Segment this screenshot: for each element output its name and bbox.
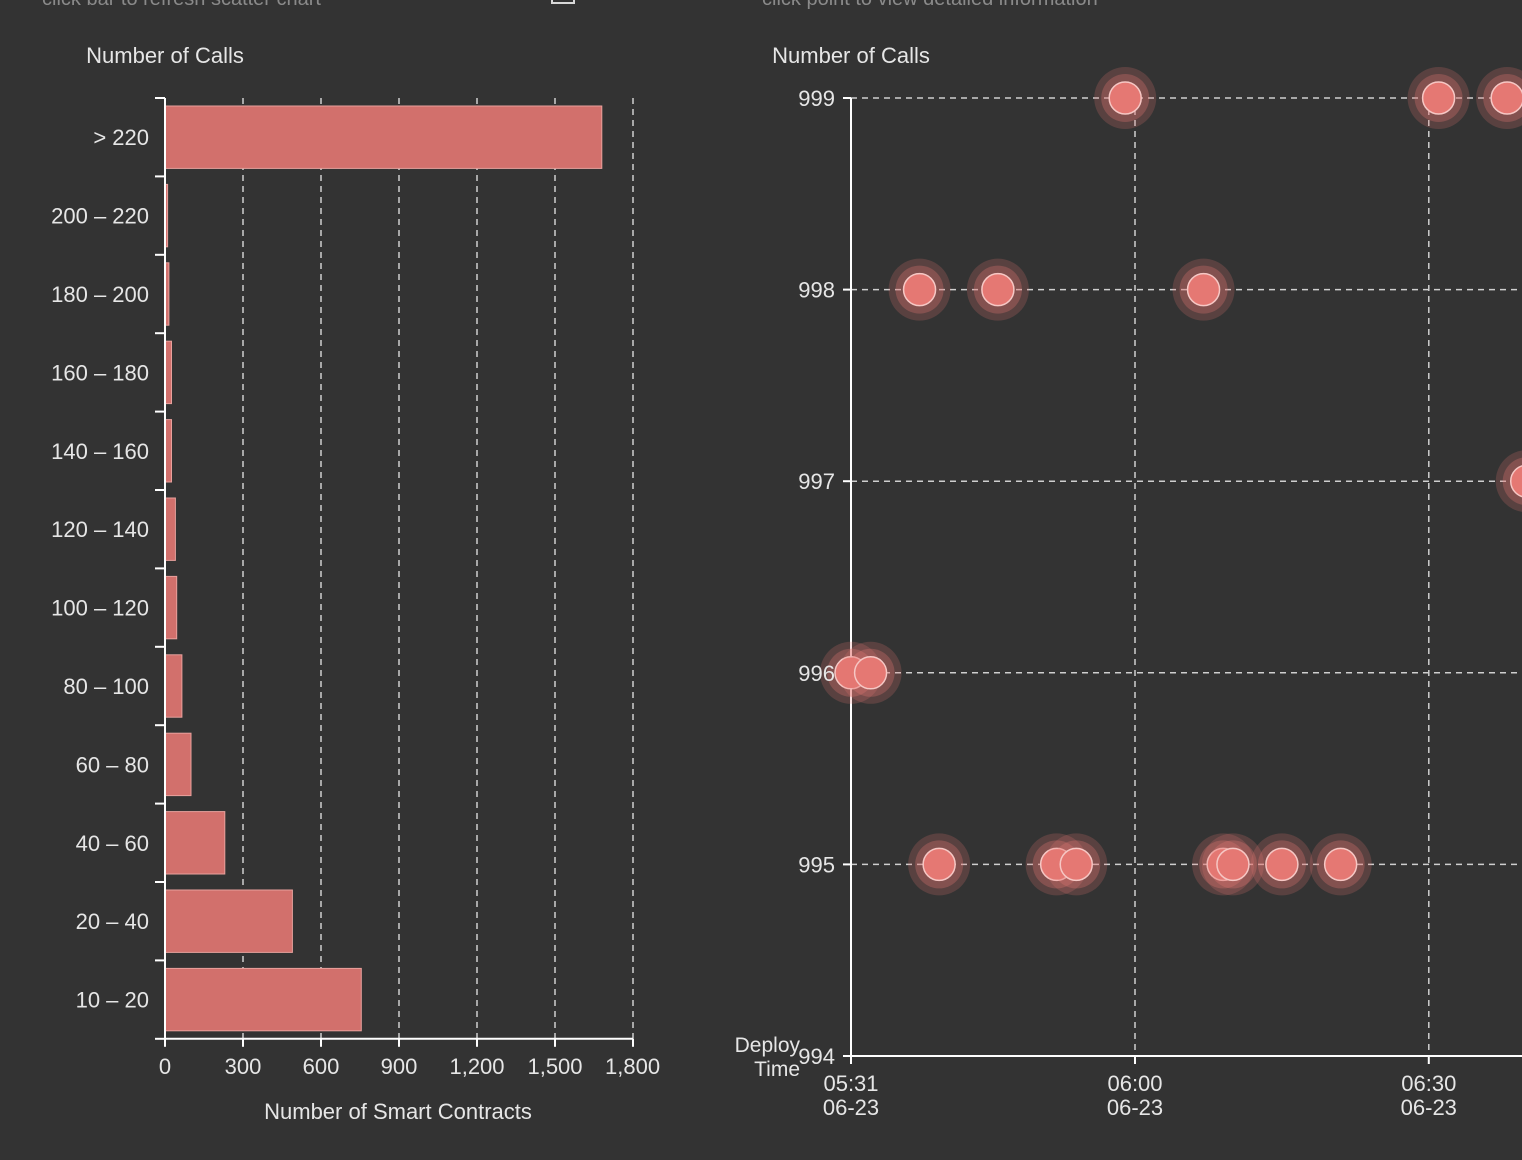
scatter-point[interactable] [1201,833,1264,896]
scatter-point[interactable] [1045,833,1108,896]
bar-chart-hint: click bar to refresh scatter chart [42,0,321,11]
scatter-point-dot [853,656,888,690]
bar[interactable] [164,967,362,1032]
scatter-point[interactable] [1094,67,1157,129]
scatter-y-tick-label: 994 [798,1044,835,1069]
scatter-point-dot [1059,847,1093,882]
bar-category-label: 200 – 220 [51,204,149,229]
scatter-point-dot [902,272,937,307]
scatter-x-axis-label: Deploy [735,1034,801,1057]
scatter-point[interactable] [1476,67,1522,129]
bar-y-axis-label: Number of Calls [86,43,244,68]
bar[interactable] [164,575,178,640]
bar-category-label: 20 – 40 [76,909,149,934]
scatter-y-tick-label: 997 [798,469,835,494]
scatter-point-dot [1108,81,1142,115]
scatter-point[interactable] [966,258,1029,321]
bar[interactable] [164,889,293,953]
bar-category-label: 100 – 120 [51,596,149,621]
scatter-point[interactable] [908,833,971,896]
scatter-point[interactable] [888,258,951,321]
bar[interactable] [164,105,603,169]
bar-category-label: 180 – 200 [51,282,149,307]
scatter-point-halo [1495,450,1522,512]
scatter-x-tick-time: 06:00 [1107,1071,1162,1096]
bar[interactable] [164,811,226,875]
scatter-x-axis-label-line2: Time [754,1058,800,1081]
scatter-x-tick-time: 06:30 [1401,1071,1456,1096]
scatter-point-dot [1490,81,1522,115]
bar-x-axis-label: Number of Smart Contracts [264,1099,532,1124]
scatter-point-dot [1509,465,1522,498]
scatter-y-tick-label: 995 [798,852,835,877]
scatter-point-dot [1186,272,1221,307]
bar-x-tick-label: 1,800 [605,1054,660,1079]
scatter-point[interactable] [839,641,902,704]
bar[interactable] [164,654,183,718]
scatter-point[interactable] [1407,67,1470,129]
scatter-point[interactable] [1495,450,1522,512]
scatter-point[interactable] [1250,833,1313,896]
bar[interactable] [164,497,176,561]
bar-category-label: 10 – 20 [76,988,149,1013]
bar-x-tick-label: 900 [381,1054,418,1079]
scatter-point-dot [1421,81,1456,115]
scatter-point-dot [1265,847,1299,882]
scatter-x-tick-date: 06-23 [1107,1095,1163,1120]
bar-chart: Number of Calls Number of Smart Contract… [51,43,660,1124]
scatter-y-tick-label: 996 [798,661,835,686]
scatter-point-dot [1216,847,1250,882]
scatter-y-tick-label: 999 [798,86,835,111]
bar-x-tick-label: 300 [225,1054,262,1079]
scatter-x-tick-date: 06-23 [1401,1095,1457,1120]
scatter-chart-hint: click point to view detailed information [762,0,1098,11]
scatter-chart: Number of Calls Deploy Time 05:3106-2306… [735,43,1522,1120]
bar[interactable] [164,732,192,797]
scatter-point-dot [922,847,956,882]
scatter-point-dot [981,272,1015,307]
scatter-x-tick-date: 06-23 [823,1095,879,1120]
scatter-x-tick-time: 05:31 [823,1071,878,1096]
toggle-checkbox[interactable] [551,0,575,4]
scatter-y-axis-label: Number of Calls [772,43,930,68]
scatter-y-tick-label: 998 [798,278,835,303]
bar-category-label: 140 – 160 [51,439,149,464]
bar-category-label: 120 – 140 [51,517,149,542]
scatter-point-dot [1323,847,1358,882]
bar-x-tick-label: 600 [303,1054,340,1079]
scatter-point[interactable] [1309,833,1372,896]
bar-x-tick-label: 1,500 [527,1054,582,1079]
bar-x-tick-label: 1,200 [449,1054,504,1079]
bar-x-tick-label: 0 [159,1054,171,1079]
bar-category-label: 40 – 60 [76,831,149,856]
bar-category-label: 60 – 80 [76,752,149,777]
scatter-point[interactable] [1172,258,1235,321]
bar-category-label: > 220 [93,125,149,150]
bar-category-label: 80 – 100 [63,674,149,699]
bar-category-label: 160 – 180 [51,360,149,385]
